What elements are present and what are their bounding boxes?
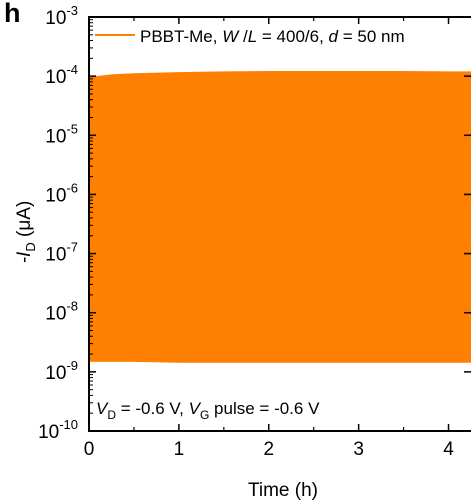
y-axis-label: -ID (μA) [14,201,38,264]
x-tick-label: 0 [84,439,95,460]
plot-area: 0 1 2 3 4 10-10 10-9 10-8 10-7 10-6 10-5 10-4 10-3 [38,3,471,460]
legend-label: PBBT-Me, W /L = 400/6, d = 50 nm [140,27,405,46]
y-tick-label: 10-5 [45,121,78,147]
x-tick-label: 3 [353,439,364,460]
bias-annotation: VD = -0.6 V, VG pulse = -0.6 V [96,399,320,422]
y-tick-label: 10-3 [45,3,78,29]
plot-frame [88,16,471,432]
x-tick-label: 2 [263,439,274,460]
y-tick-label: 10-8 [45,299,78,325]
y-tick-label: 10-4 [45,62,78,88]
x-axis-label: Time (h) [248,480,318,501]
x-tick-label: 1 [174,439,185,460]
y-tick-label: 10-10 [38,417,78,443]
y-tick-label: 10-7 [45,240,78,266]
y-tick-label: 10-9 [45,358,78,384]
x-tick-label: 4 [443,439,454,460]
panel-label: h [4,0,21,28]
legend: PBBT-Me, W /L = 400/6, d = 50 nm [95,27,405,46]
y-tick-label: 10-6 [45,180,78,206]
series-band-0 [88,71,471,363]
